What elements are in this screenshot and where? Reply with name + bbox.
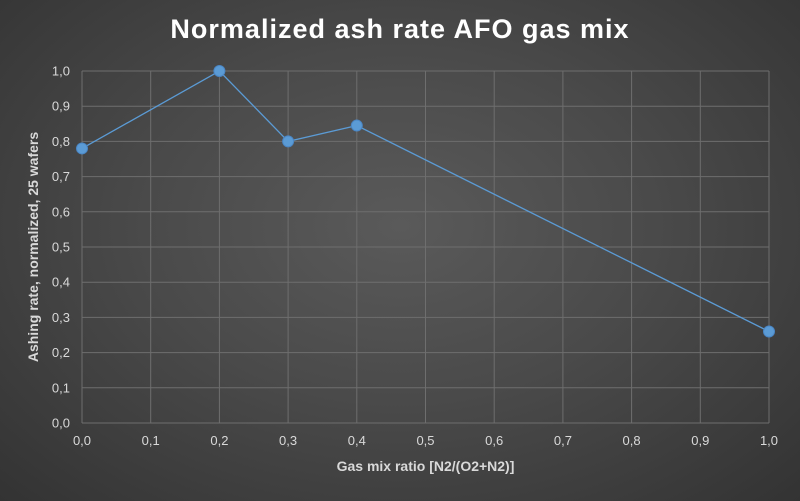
data-point	[763, 325, 775, 338]
y-tick-label: 0,6	[52, 204, 70, 219]
x-tick-label: 0,4	[348, 433, 366, 448]
x-axis-ticks: 0,0 0,1 0,2 0,3 0,4 0,5 0,6 0,7 0,8 0,9 1,0	[73, 433, 778, 448]
data-point	[282, 135, 295, 148]
y-axis-ticks: 0,0 0,1 0,2 0,3 0,4 0,5 0,6 0,7 0,8 0,9 1,0	[52, 64, 70, 431]
y-tick-label: 0,5	[52, 240, 70, 255]
y-tick-label: 0,2	[52, 345, 70, 360]
series-group	[76, 65, 775, 338]
x-tick-label: 0,5	[416, 433, 434, 448]
data-point	[350, 119, 363, 132]
x-tick-label: 0,1	[142, 433, 160, 448]
y-tick-label: 0,7	[52, 169, 70, 184]
data-point	[76, 142, 88, 155]
x-tick-label: 0,0	[73, 433, 91, 448]
x-tick-label: 0,8	[623, 433, 641, 448]
x-tick-label: 0,6	[485, 433, 503, 448]
x-axis-title: Gas mix ratio [N2/(O2+N2)]	[337, 458, 515, 474]
y-axis-title: Ashing rate, normalized, 25 wafers	[25, 132, 41, 363]
x-tick-label: 0,7	[554, 433, 572, 448]
x-tick-label: 0,9	[691, 433, 709, 448]
y-tick-label: 0,8	[52, 134, 70, 149]
gridlines	[81, 70, 770, 424]
y-tick-label: 0,0	[52, 416, 70, 431]
y-tick-label: 0,3	[52, 310, 70, 325]
y-tick-label: 0,1	[52, 380, 70, 395]
y-tick-label: 1,0	[52, 64, 70, 79]
y-tick-label: 0,4	[52, 275, 70, 290]
x-tick-label: 0,2	[210, 433, 228, 448]
y-tick-label: 0,9	[52, 99, 70, 114]
data-point	[213, 65, 226, 77]
x-tick-label: 1,0	[760, 433, 778, 448]
chart-title: Normalized ash rate AFO gas mix	[170, 14, 630, 44]
x-tick-label: 0,3	[279, 433, 297, 448]
